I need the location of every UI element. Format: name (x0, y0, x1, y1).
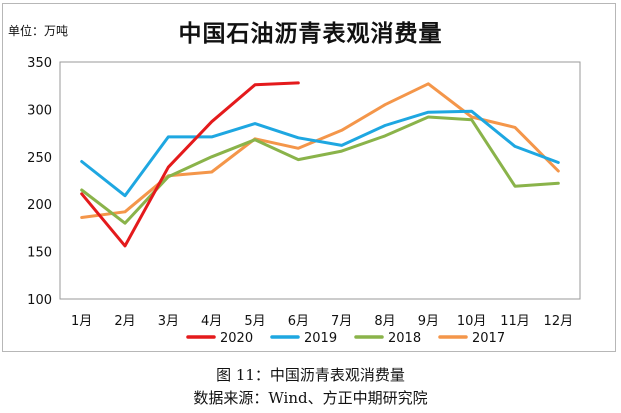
x-tick-label: 10月 (457, 314, 487, 329)
x-tick-label: 4月 (201, 314, 222, 329)
y-tick-label: 150 (27, 246, 52, 261)
x-tick-label: 8月 (374, 314, 395, 329)
x-tick-label: 3月 (158, 314, 179, 329)
y-tick-label: 250 (27, 151, 52, 166)
figure-caption: 图 11：中国沥青表观消费量 (216, 366, 405, 384)
x-tick-label: 1月 (71, 314, 92, 329)
x-tick-label: 2月 (114, 314, 135, 329)
legend-label: 2020 (220, 331, 253, 346)
x-tick-label: 6月 (288, 314, 309, 329)
plot-area-border (59, 61, 581, 300)
source-caption: 数据来源：Wind、方正中期研究院 (193, 389, 428, 407)
legend-label: 2019 (304, 331, 337, 346)
y-tick-label: 200 (27, 198, 52, 213)
series-line-2018 (80, 115, 560, 225)
x-tick-label: 7月 (331, 314, 352, 329)
legend-label: 2018 (388, 331, 421, 346)
line-chart: 100 150 200 250 300 350 1月 2月 3月 4月 5月 6月 7月 8月 9月 10月 1… (27, 56, 581, 346)
y-tick-label: 300 (27, 103, 52, 118)
x-tick-label: 12月 (544, 314, 574, 329)
y-tick-label: 350 (27, 56, 52, 71)
series-line-2020 (80, 81, 300, 248)
y-tick-label: 100 (27, 293, 52, 308)
x-tick-label: 11月 (500, 314, 530, 329)
legend-label: 2017 (472, 331, 505, 346)
x-tick-label: 5月 (244, 314, 265, 329)
unit-label: 单位：万吨 (8, 24, 69, 38)
series-line-2019 (80, 109, 560, 198)
x-tick-label: 9月 (418, 314, 439, 329)
chart-title: 中国石油沥青表观消费量 (178, 21, 443, 47)
